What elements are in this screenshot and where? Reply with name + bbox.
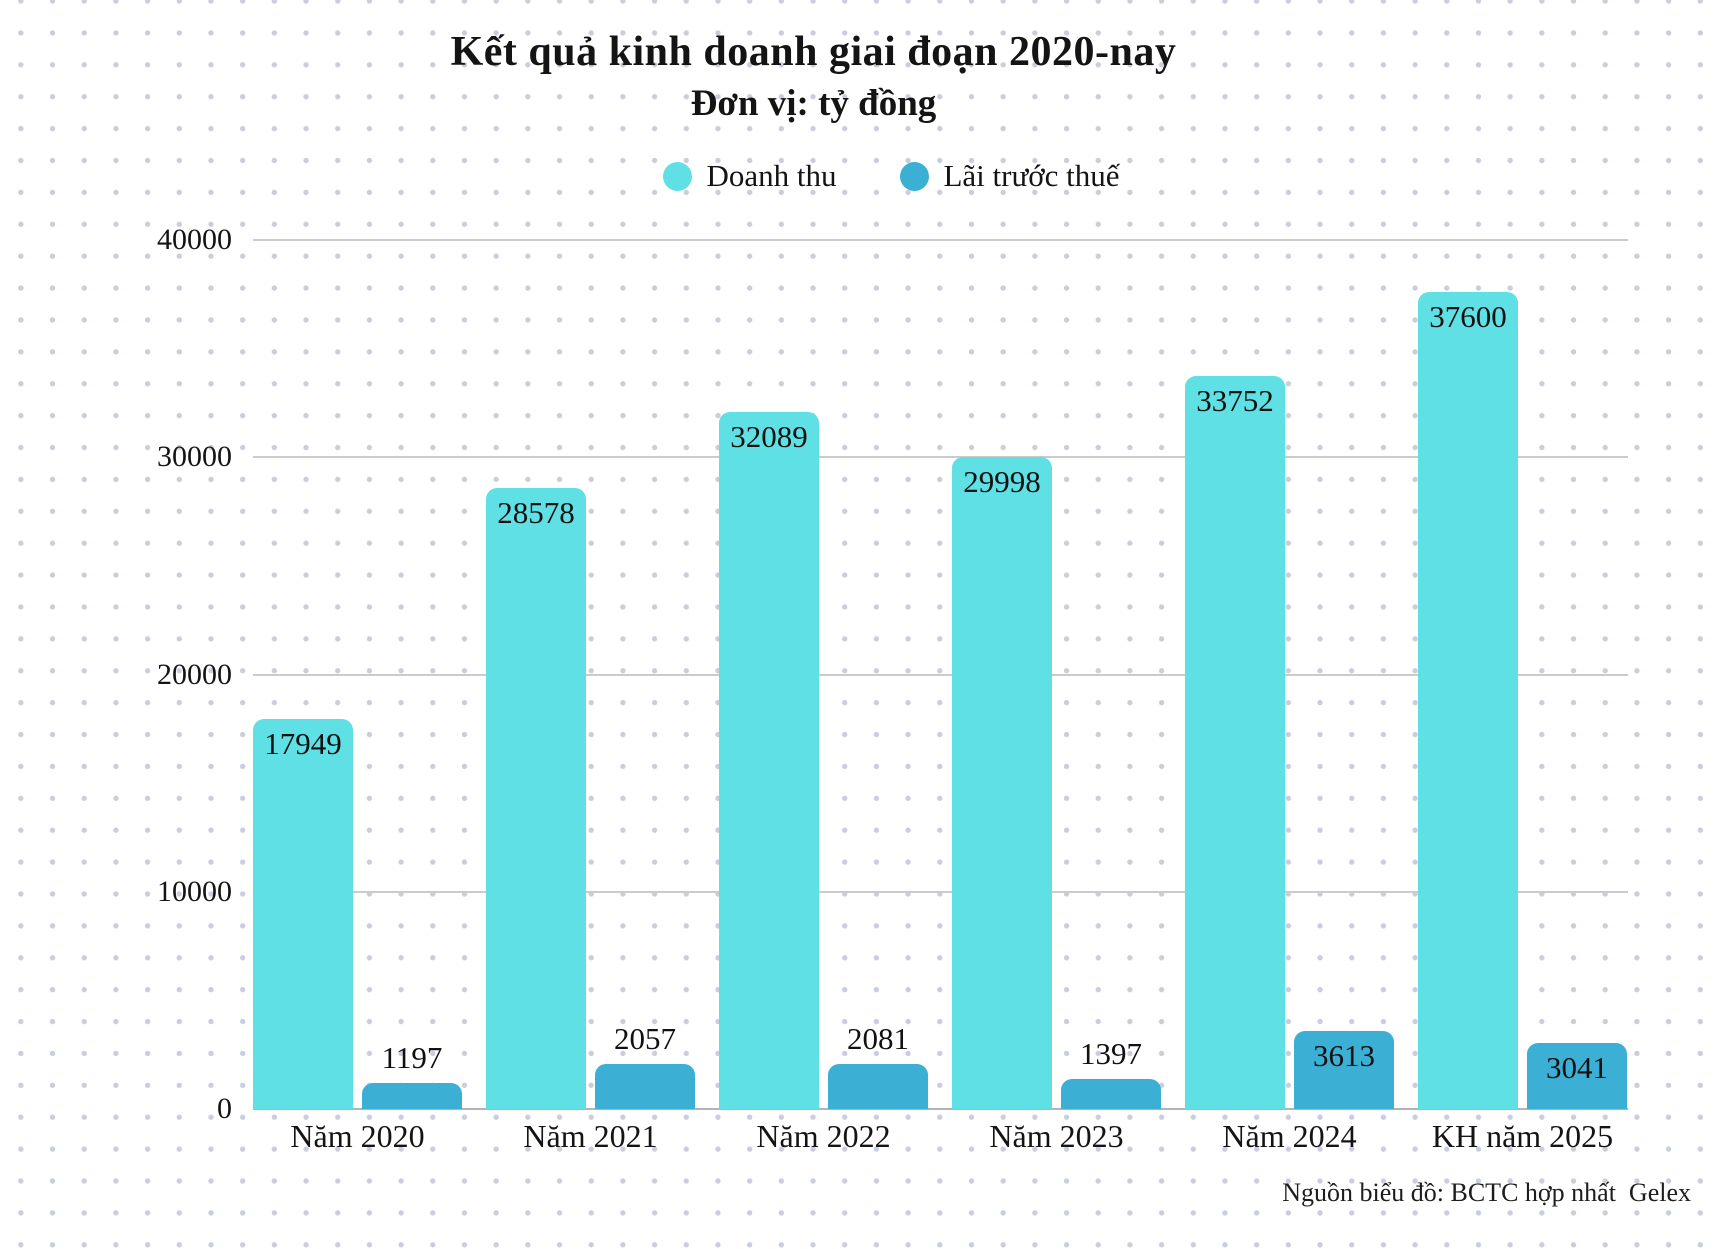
chart-header: Kết quả kinh doanh giai đoạn 2020-nay Đơ… (0, 28, 1675, 125)
bar-lai-truoc-thue-kh-năm-2025 (1527, 1042, 1627, 1109)
bar-value-label: 17949 (264, 726, 342, 762)
chart-legend: Doanh thu Lãi trước thuế (30, 158, 1723, 194)
bar-value-label: 1197 (381, 1039, 443, 1075)
bar-value-label: 29998 (963, 464, 1041, 500)
legend-label-lai-truoc-thue: Lãi trước thuế (943, 158, 1120, 193)
x-axis-label-năm-2021: Năm 2021 (523, 1118, 658, 1154)
bar-value-label: 37600 (1429, 299, 1507, 335)
bar-doanh-thu-kh-năm-2025 (1418, 292, 1518, 1109)
bar-value-label: 3041 (1546, 1049, 1608, 1085)
bar-doanh-thu-năm-2023 (952, 457, 1052, 1109)
legend-item-lai-truoc-thue: Lãi trước thuế (900, 158, 1120, 194)
bar-value-label: 2057 (614, 1021, 676, 1057)
y-axis-tick-label: 40000 (157, 223, 232, 256)
x-axis-label-năm-2022: Năm 2022 (756, 1118, 891, 1154)
x-axis-label-kh-năm-2025: KH năm 2025 (1431, 1118, 1614, 1154)
y-axis-tick-label: 10000 (157, 874, 232, 908)
bar-value-label: 33752 (1196, 382, 1274, 418)
gridline-y-30000 (253, 456, 1628, 459)
y-axis-tick-label: 0 (217, 1092, 232, 1125)
gridline-y-0 (253, 1108, 1628, 1110)
bar-value-label: 28578 (497, 495, 575, 531)
gridline-y-40000 (253, 239, 1628, 241)
gridline-y-10000 (253, 890, 1628, 893)
bar-lai-truoc-thue-năm-2020 (362, 1082, 462, 1109)
bar-lai-truoc-thue-năm-2023 (1061, 1078, 1161, 1109)
legend-swatch-lai-truoc-thue-icon (900, 161, 930, 191)
bar-value-label: 1397 (1080, 1035, 1142, 1071)
bar-lai-truoc-thue-năm-2024 (1294, 1030, 1394, 1109)
y-axis-tick-label: 30000 (157, 440, 232, 474)
bar-lai-truoc-thue-năm-2022 (828, 1063, 928, 1109)
legend-label-doanh-thu: Doanh thu (706, 158, 837, 193)
bar-doanh-thu-năm-2022 (719, 411, 819, 1109)
chart-source-note: Nguồn biểu đồ: BCTC hợp nhất Gelex (1282, 1178, 1691, 1207)
bar-doanh-thu-năm-2021 (486, 488, 586, 1109)
x-axis-label-năm-2024: Năm 2024 (1222, 1118, 1357, 1154)
legend-item-doanh-thu: Doanh thu (663, 158, 836, 194)
bar-value-label: 2081 (847, 1020, 909, 1056)
bar-lai-truoc-thue-năm-2021 (595, 1064, 695, 1109)
legend-swatch-doanh-thu-icon (663, 161, 693, 191)
bar-value-label: 3613 (1313, 1037, 1375, 1073)
bar-doanh-thu-năm-2024 (1185, 375, 1285, 1109)
chart-title: Kết quả kinh doanh giai đoạn 2020-nay (450, 29, 1177, 75)
bar-value-label: 32089 (730, 418, 808, 454)
x-axis-label-năm-2023: Năm 2023 (989, 1118, 1124, 1154)
gridline-y-20000 (253, 673, 1628, 676)
x-axis-label-năm-2020: Năm 2020 (290, 1118, 425, 1154)
chart-subtitle: Đơn vị: tỷ đồng (690, 83, 937, 124)
y-axis-tick-label: 20000 (157, 657, 232, 691)
bar-doanh-thu-năm-2020 (253, 719, 353, 1109)
